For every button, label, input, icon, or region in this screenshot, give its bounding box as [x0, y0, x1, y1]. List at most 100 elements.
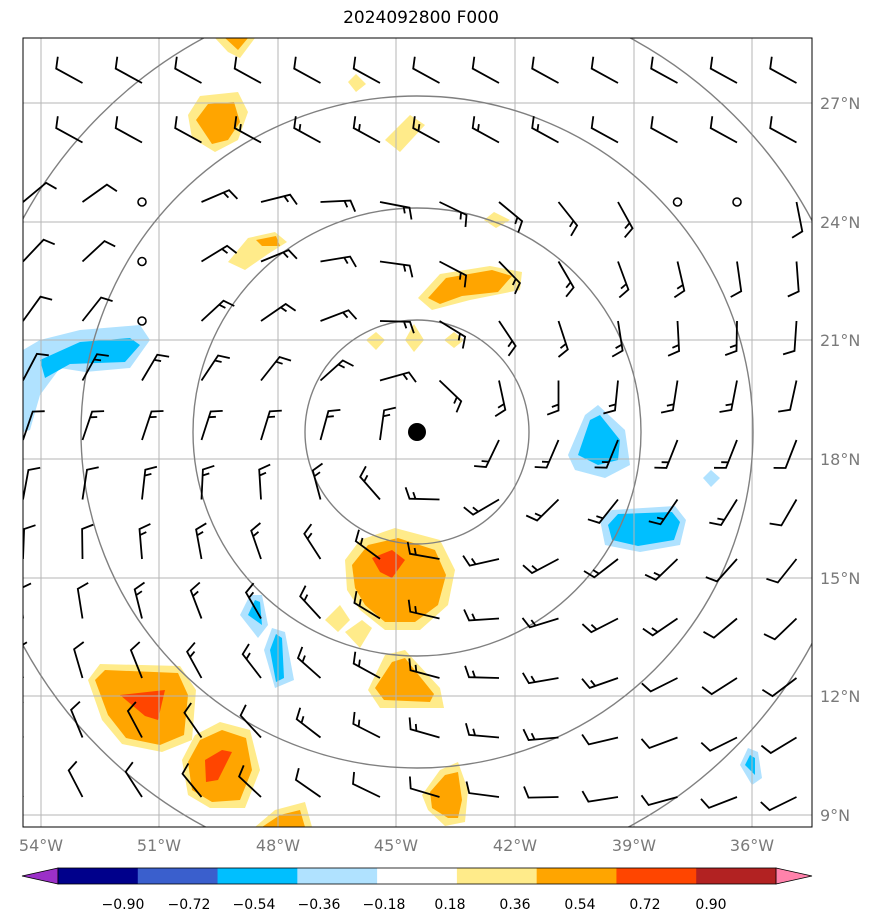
colorbar-label: 0.90: [695, 897, 726, 913]
wind-barb: [581, 617, 619, 634]
wind-barb: [583, 558, 619, 579]
wind-barb: [138, 523, 151, 560]
wind-barb: [181, 762, 203, 798]
lon-label: 51°W: [137, 836, 181, 855]
wind-barb: [352, 116, 381, 144]
wind-barb: [463, 609, 500, 622]
wind-barb: [464, 665, 500, 679]
colorbar-label: 0.72: [629, 897, 660, 913]
wind-barb: [311, 462, 324, 500]
wind-barb: [660, 380, 679, 414]
wind-barb: [557, 320, 569, 358]
wind-barb: [641, 677, 678, 693]
wind-barb: [557, 201, 579, 237]
wind-barb: [379, 201, 413, 220]
wind-barb: [644, 558, 679, 581]
wind-barb: [594, 439, 619, 469]
wind-barb: [186, 642, 203, 679]
wind-barb: [258, 463, 271, 500]
wind-barb: [408, 658, 440, 679]
wind-barb: [709, 499, 738, 527]
colorbar-min-extend: [21, 867, 59, 885]
wind-barb: [296, 646, 322, 679]
wind-barb: [293, 56, 321, 84]
wind-barb: [439, 320, 467, 349]
lat-label: 12°N: [820, 687, 860, 706]
wind-barb: [260, 193, 298, 206]
wind-barb: [406, 541, 440, 560]
wind-barb: [23, 701, 24, 738]
colorbar-segment: [377, 868, 458, 884]
wind-barb: [320, 255, 357, 268]
map-title: 2024092800 F000: [343, 8, 499, 28]
wind-barb: [769, 56, 797, 84]
wind-barb: [701, 677, 738, 696]
wind-barb: [640, 794, 678, 807]
lon-label: 48°W: [256, 836, 300, 855]
colorbar-label: −0.72: [168, 897, 211, 913]
wind-barb: [439, 260, 468, 288]
wind-barb: [129, 641, 143, 679]
wind-barb: [581, 677, 619, 689]
wind-barb: [462, 555, 500, 567]
lon-label: 36°W: [730, 836, 774, 855]
gridlines: [23, 38, 812, 827]
wind-barb: [521, 617, 559, 629]
wind-barb: [81, 466, 99, 500]
map-frame: [22, 37, 813, 828]
wind-barb: [81, 353, 109, 381]
wind-barb: [525, 498, 560, 522]
wind-barb: [201, 244, 238, 263]
calm-wind-marker: [732, 197, 742, 207]
wind-barb: [23, 81, 24, 83]
calm-wind-marker: [137, 316, 147, 326]
wind-barb: [791, 201, 804, 239]
wind-barb: [522, 672, 559, 685]
wind-barb: [724, 320, 738, 356]
range-rings: [23, 38, 812, 827]
wind-barb: [250, 522, 262, 560]
wind-barb: [498, 201, 524, 233]
wind-barb: [23, 238, 56, 263]
wind-barb: [471, 116, 500, 144]
wind-barb: [703, 617, 738, 639]
wind-barb: [412, 116, 440, 144]
wind-barb: [760, 796, 797, 812]
wind-barb: [590, 116, 619, 144]
wind-barbs: [23, 56, 804, 812]
lat-label: 15°N: [820, 569, 860, 588]
wind-barb: [73, 641, 85, 679]
wind-barb: [667, 320, 681, 357]
wind-barb: [141, 353, 170, 381]
colorbar-label: −0.90: [102, 897, 145, 913]
wind-barb: [200, 410, 223, 441]
wind-barb: [546, 380, 560, 416]
calm-wind-marker: [137, 256, 147, 267]
calm-wind-marker: [672, 197, 683, 207]
wind-barb: [761, 677, 798, 698]
wind-barb: [241, 643, 262, 679]
wind-barb: [189, 581, 203, 619]
wind-barb: [766, 558, 798, 584]
colorbar-segment: [696, 868, 777, 884]
wind-barb: [352, 56, 381, 84]
colorbar-label: 0.54: [564, 897, 595, 913]
wind-barb: [534, 439, 560, 469]
wind-barb: [709, 116, 738, 144]
lat-label: 24°N: [820, 213, 860, 232]
wind-barb: [769, 116, 797, 144]
wind-barb: [709, 56, 738, 84]
wind-barb: [81, 240, 116, 263]
wind-barb: [557, 261, 575, 298]
wind-barb: [174, 56, 202, 84]
wind-barb: [531, 56, 559, 84]
wind-barb: [523, 786, 559, 799]
wind-barb: [201, 189, 239, 203]
wind-barb: [603, 380, 619, 415]
wind-barb: [654, 439, 679, 469]
wind-barb: [23, 410, 45, 441]
lat-label: 9°N: [820, 806, 850, 825]
wind-barb: [23, 641, 28, 678]
wind-barb: [778, 380, 798, 413]
wind-barb: [23, 181, 57, 203]
